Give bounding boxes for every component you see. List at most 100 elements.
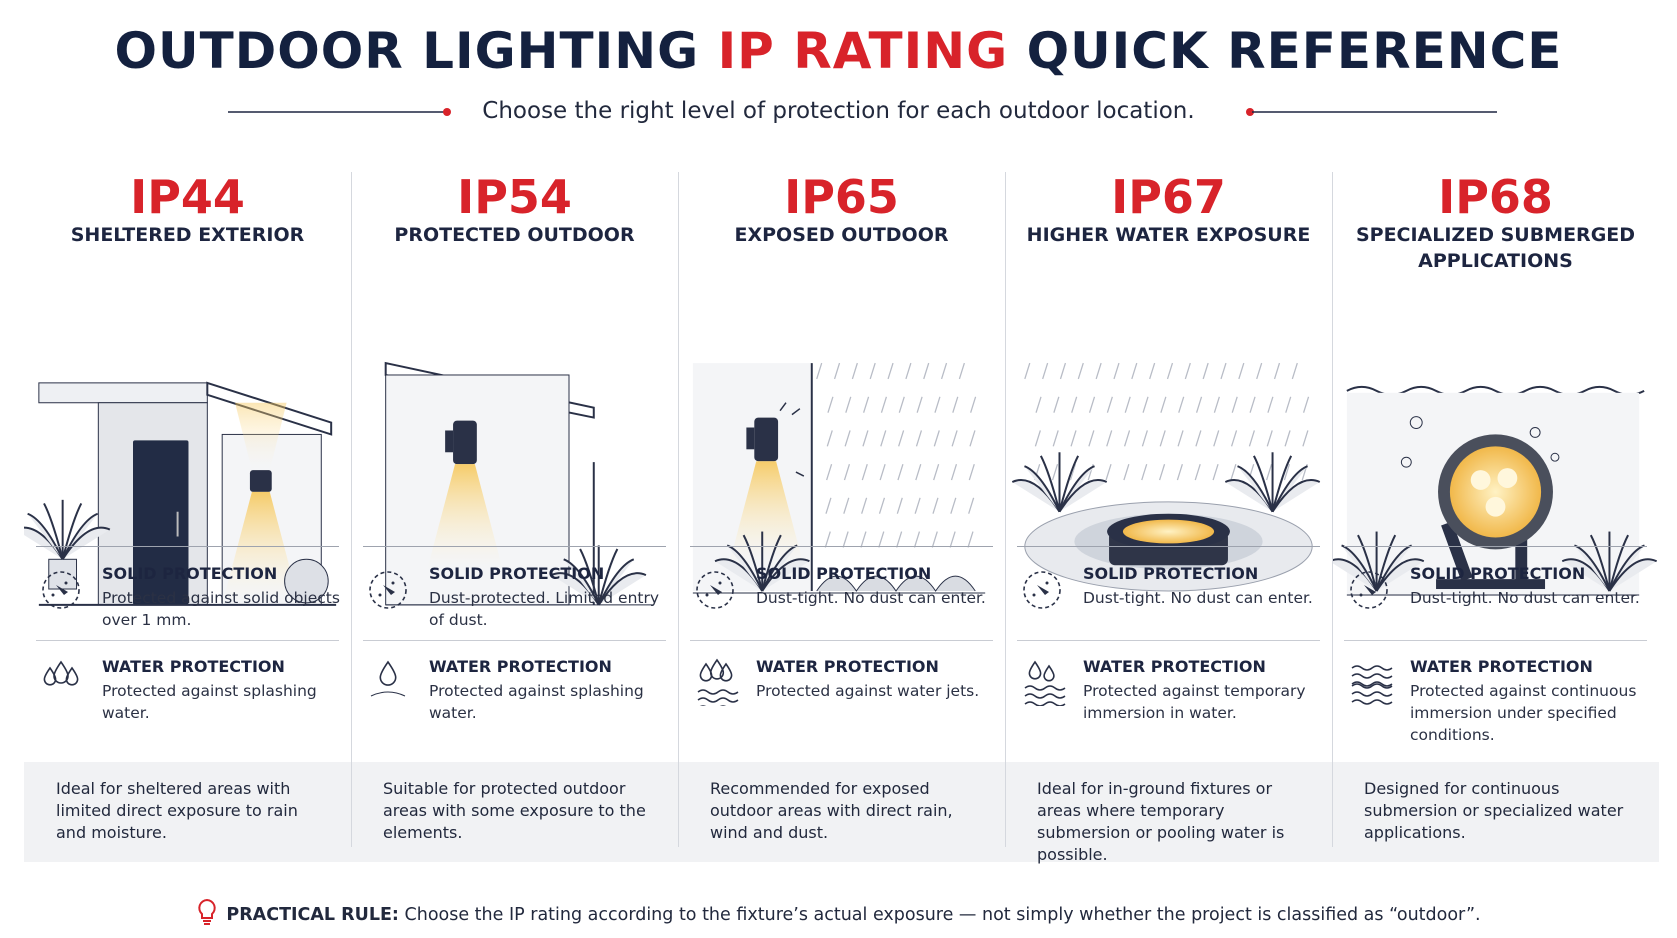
- illustration-shape: [1202, 362, 1209, 380]
- illustration-shape: [842, 531, 849, 548]
- illustration-shape: [914, 497, 921, 514]
- illustration-shape: [898, 396, 905, 413]
- illustration-shape: [445, 430, 454, 453]
- water-title: WATER PROTECTION: [1083, 657, 1266, 676]
- illustration-shape: [53, 660, 69, 684]
- illustration-shape: [1253, 455, 1274, 512]
- illustration-shape: [1220, 362, 1227, 380]
- solid-text: Dust-protected. Limited entry of dust.: [429, 589, 660, 629]
- illustration-shape: [1285, 396, 1292, 413]
- illustration-shape: [696, 571, 734, 609]
- rating-column: IP68 SPECIALIZED SUBMERGED APPLICATIONS SO…: [1332, 160, 1659, 862]
- illustration-shape: [958, 362, 965, 380]
- illustration-shape: [940, 362, 948, 380]
- illustration-shape: [1436, 579, 1546, 590]
- illustration-shape: [933, 430, 940, 447]
- illustration-shape: [1529, 427, 1541, 438]
- illustration-shape: [1359, 593, 1363, 597]
- illustration-shape: [897, 463, 904, 481]
- illustration-shape: [61, 502, 83, 560]
- illustration-shape: [1194, 463, 1201, 481]
- illustration-shape: [709, 658, 725, 680]
- illustration-shape: [1106, 430, 1113, 447]
- footer-text: Choose the IP rating according to the fi…: [404, 905, 1481, 925]
- illustration-shape: [1195, 430, 1202, 447]
- illustration-shape: [1034, 430, 1041, 447]
- water-text: Protected against water jets.: [756, 682, 980, 700]
- illustration-shape: [1051, 463, 1059, 481]
- illustration-shape: [880, 396, 888, 413]
- rating-column: IP67 HIGHER WATER EXPOSURE SOLID PROTECTIO…: [1005, 160, 1332, 864]
- illustration-shape: [1123, 430, 1131, 447]
- illustration-shape: [746, 427, 755, 450]
- illustration-shape: [898, 430, 905, 447]
- solid-text: Dust-tight. No dust can enter.: [1083, 589, 1313, 607]
- illustration-shape: [597, 548, 619, 606]
- illustration-shape: [427, 464, 503, 570]
- illustration-shape: [1124, 396, 1131, 413]
- illustration-shape: [950, 497, 957, 514]
- note-box: Recommended for exposed outdoor areas wi…: [678, 762, 1005, 862]
- illustration-shape: [742, 534, 764, 592]
- rating-code: IP68: [1438, 170, 1553, 224]
- icon: [370, 660, 406, 697]
- illustration: [1332, 385, 1658, 596]
- illustration-shape: [1267, 396, 1274, 413]
- rating-name: EXPOSED OUTDOOR: [734, 224, 949, 246]
- rating-name: SHELTERED EXTERIOR: [70, 224, 305, 246]
- illustration: [1011, 362, 1321, 592]
- divider: [690, 640, 993, 641]
- illustration-shape: [843, 497, 850, 514]
- illustration-shape: [1608, 558, 1658, 592]
- rule-dot: [443, 108, 451, 116]
- note-text: Designed for continuous submersion or sp…: [1364, 779, 1624, 842]
- divider: [36, 546, 339, 547]
- illustration-shape: [913, 531, 921, 548]
- illustration-shape: [1284, 430, 1291, 447]
- illustration-shape: [833, 362, 841, 380]
- illustration-shape: [378, 593, 382, 597]
- illustration-shape: [133, 440, 189, 605]
- illustration-shape: [1095, 362, 1102, 380]
- illustration-shape: [816, 575, 976, 592]
- column-divider: [351, 172, 352, 847]
- illustration-shape: [915, 463, 922, 481]
- illustration-shape: [1123, 463, 1130, 481]
- illustration-shape: [880, 430, 887, 447]
- solid-title: SOLID PROTECTION: [1410, 564, 1586, 583]
- illustration-shape: [851, 362, 858, 380]
- illustration-shape: [1231, 396, 1238, 413]
- illustration-shape: [1449, 446, 1542, 538]
- illustration-shape: [1248, 430, 1255, 447]
- illustration-shape: [1024, 685, 1066, 691]
- icon: [42, 571, 80, 609]
- illustration-shape: [827, 396, 834, 413]
- illustration-shape: [1166, 362, 1174, 380]
- icon: [696, 571, 734, 609]
- illustration-shape: [1238, 362, 1245, 380]
- illustration-shape: [1441, 521, 1473, 582]
- illustration-shape: [1158, 463, 1166, 481]
- solid-text: Dust-tight. No dust can enter.: [756, 589, 986, 607]
- illustration: [692, 362, 986, 594]
- illustration-shape: [1357, 534, 1378, 592]
- illustration-shape: [697, 697, 739, 703]
- illustration-shape: [563, 558, 600, 606]
- icon: [1351, 665, 1393, 705]
- illustration-shape: [1265, 463, 1273, 481]
- illustration-shape: [1035, 396, 1042, 413]
- rating-code: IP65: [784, 170, 899, 224]
- title-part: QUICK REFERENCE: [1026, 22, 1563, 80]
- illustration-shape: [1589, 534, 1611, 592]
- illustration-shape: [1400, 456, 1412, 468]
- illustration-shape: [933, 463, 940, 481]
- illustration-shape: [1131, 362, 1138, 380]
- illustration-shape: [934, 396, 941, 413]
- illustration-shape: [1230, 430, 1238, 447]
- illustration-shape: [1113, 362, 1120, 380]
- bulb-shape: [198, 898, 217, 925]
- illustration-shape: [597, 572, 647, 606]
- illustration-shape: [728, 461, 804, 567]
- rating-code: IP44: [130, 170, 245, 224]
- rating-column: IP65 EXPOSED OUTDOOR SOLID PROTECTION Dust-…: [678, 160, 1005, 862]
